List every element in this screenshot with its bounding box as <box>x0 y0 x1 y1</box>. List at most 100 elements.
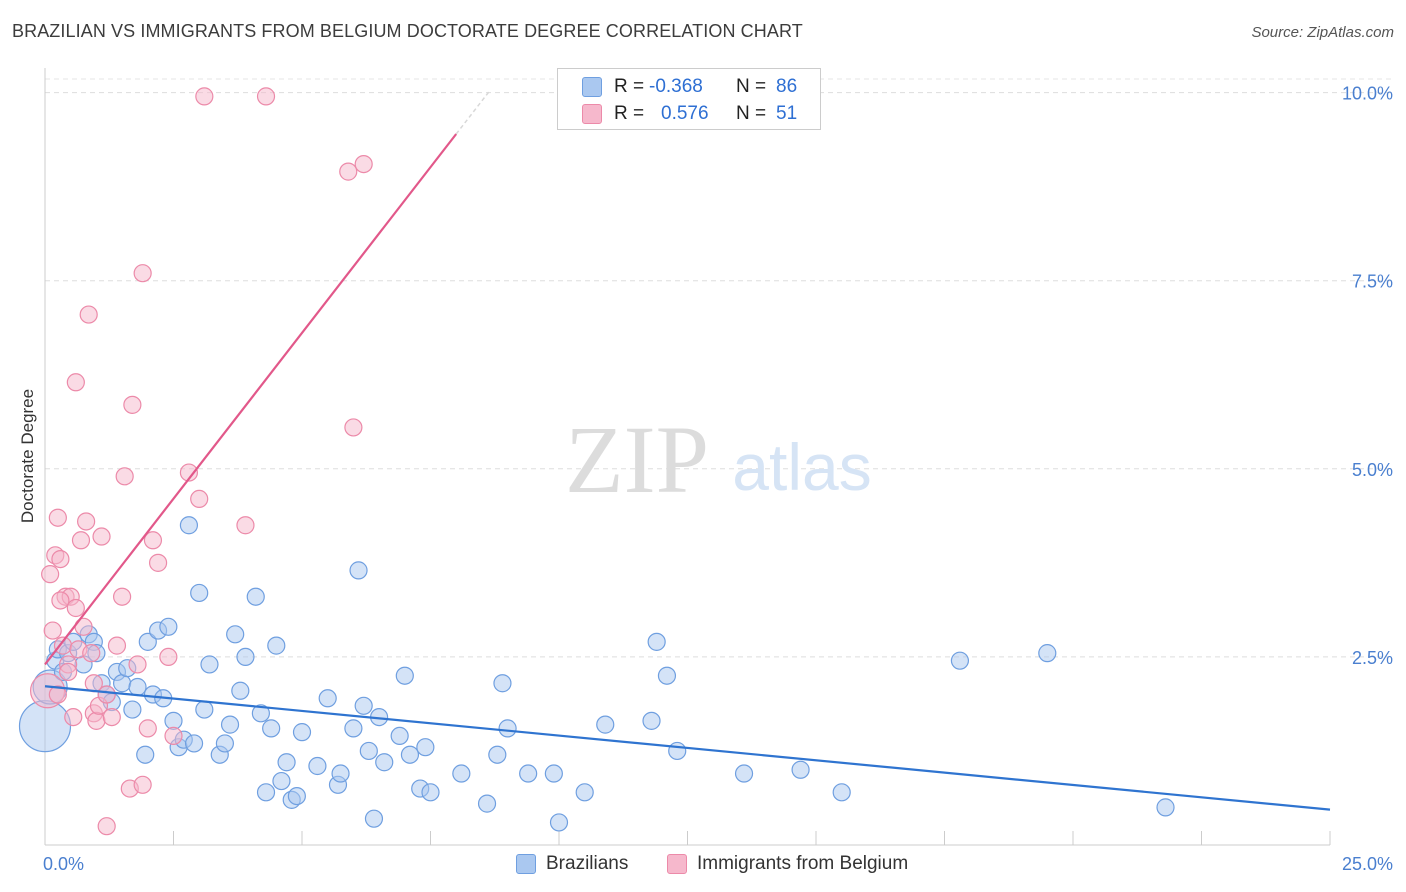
legend-r-value: -0.368 <box>649 76 703 97</box>
brazilian-point <box>18 700 72 753</box>
belgium-point <box>179 463 199 482</box>
brazilian-point <box>220 715 240 734</box>
belgium-point <box>143 531 163 550</box>
belgium-point <box>148 553 168 572</box>
source-label: Source: ZipAtlas.com <box>1251 24 1394 41</box>
brazilian-point <box>292 723 312 742</box>
belgium-point <box>133 775 152 794</box>
brazilian-point <box>251 704 270 723</box>
brazilian-point <box>1038 644 1057 663</box>
brazilian-point <box>493 674 512 693</box>
belgium-point <box>64 707 83 727</box>
brazilian-point <box>138 632 157 651</box>
belgium-point <box>236 516 255 535</box>
belgium-point <box>71 531 91 550</box>
brazilian-point <box>349 561 368 580</box>
belgium-point <box>123 395 142 414</box>
brazilian-point <box>184 734 204 753</box>
brazilian-point <box>344 719 363 738</box>
brazilian-point <box>112 674 132 693</box>
brazilian-point <box>596 715 615 734</box>
brazilian-point <box>400 745 420 764</box>
brazilian-point <box>364 809 384 828</box>
brazilian-point <box>179 516 199 535</box>
brazilian-point <box>488 745 507 764</box>
stats-legend: R = -0.368 N = 86 R = 0.576 N = 51 <box>557 68 821 130</box>
belgium-point <box>43 621 62 640</box>
bottom-legend-label: Immigrants from Belgium <box>697 853 909 874</box>
brazilian-point <box>1156 798 1175 817</box>
brazilian-point <box>123 700 142 719</box>
brazilian-point <box>128 677 147 697</box>
belgium-point <box>190 489 209 509</box>
brazilian-point <box>657 666 677 685</box>
brazilian-point <box>354 696 373 715</box>
bottom-legend-label: Brazilians <box>546 853 629 874</box>
belgium-point <box>344 418 363 437</box>
belgium-point <box>48 508 67 527</box>
brazilian-point <box>331 764 350 783</box>
brazilian-point <box>549 813 569 832</box>
brazilian-point <box>395 666 414 685</box>
belgium-point <box>164 726 183 746</box>
belgium-point <box>115 467 134 486</box>
brazilian-point <box>734 764 754 783</box>
y-tick-label: 2.5% <box>1352 648 1393 668</box>
legend-r-label: R = <box>614 76 645 97</box>
belgium-trend-extension <box>455 90 491 135</box>
belgium-point <box>77 512 96 531</box>
brazilian-point <box>195 700 214 719</box>
belgium-point <box>159 647 178 667</box>
brazilian-point <box>375 753 394 772</box>
watermark-zip: ZIP <box>565 406 709 513</box>
brazilian-point <box>791 760 810 779</box>
legend-n-value: 51 <box>776 103 798 124</box>
brazilian-trend-line <box>44 685 1331 811</box>
belgium-trend-line <box>44 133 458 666</box>
belgium-point <box>92 527 111 546</box>
x-tick-label: 25.0% <box>1342 854 1393 874</box>
brazilian-point <box>416 738 435 757</box>
legend-r-value: 0.576 <box>661 103 709 124</box>
x-tick-label: 0.0% <box>43 854 84 874</box>
brazilian-point <box>308 756 327 776</box>
brazilian-point <box>215 734 234 753</box>
belgium-point <box>195 87 214 106</box>
legend-swatch-blue <box>582 77 602 97</box>
belgium-point <box>66 373 85 392</box>
y-tick-label: 5.0% <box>1352 460 1393 480</box>
belgium-point <box>138 719 157 738</box>
belgium-point <box>41 565 60 584</box>
belgium-point <box>79 305 98 324</box>
belgium-point <box>82 644 101 663</box>
brazilian-point <box>390 726 409 746</box>
brazilian-point <box>231 681 250 700</box>
brazilian-point <box>950 651 970 670</box>
belgium-point <box>354 154 373 174</box>
belgium-point <box>51 591 70 610</box>
brazilian-point <box>200 655 219 674</box>
belgium-point <box>51 549 70 569</box>
brazilian-point <box>477 794 497 813</box>
legend-n-value: 86 <box>776 76 798 97</box>
brazilian-point <box>136 745 155 764</box>
belgium-point <box>59 662 78 682</box>
bottom-legend-swatch-blue <box>516 854 536 874</box>
brazilian-point <box>498 719 517 738</box>
legend-swatch-pink <box>582 104 602 124</box>
belgium-point <box>97 685 116 704</box>
belgium-point <box>339 162 358 181</box>
brazilian-point <box>519 764 538 783</box>
belgium-point <box>128 655 147 674</box>
grid-lines <box>45 78 1392 658</box>
legend-n-label: N = <box>736 76 767 97</box>
brazilian-point <box>159 617 178 636</box>
chart-title: BRAZILIAN VS IMMIGRANTS FROM BELGIUM DOC… <box>12 21 803 41</box>
legend-n-label: N = <box>736 103 767 124</box>
belgium-point <box>256 87 276 106</box>
brazilian-point <box>226 625 245 644</box>
brazilian-point <box>647 632 666 651</box>
belgium-point <box>66 598 85 618</box>
belgium-point <box>97 817 116 836</box>
